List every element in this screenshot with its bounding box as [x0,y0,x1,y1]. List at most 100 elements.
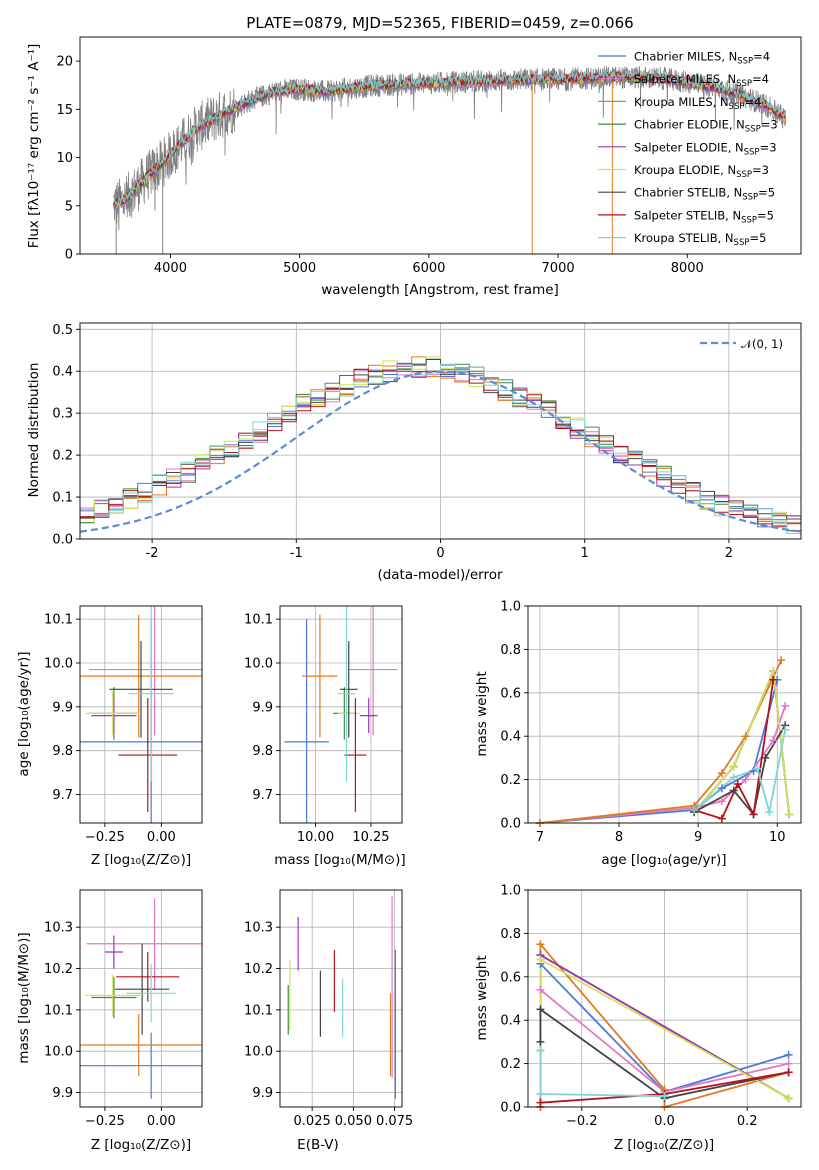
x-tick-label: 0.075 [376,1114,413,1129]
mass-weight-marker [536,940,545,949]
mass-weight-marker [729,762,738,771]
axes-frame [79,605,203,824]
y-tick-label: 9.7 [52,788,73,803]
x-tick-label: 10.25 [352,830,389,845]
mass-weight-marker [784,1050,793,1059]
errorbar-plot-area [284,606,398,823]
normal-distribution-curve [80,370,801,533]
residual-histogram-step [80,368,801,535]
x-tick-label: 6000 [412,261,445,276]
ageZ-ylabel: age [log₁₀(age/yr)] [16,651,32,776]
x-tick-label: 7 [536,830,544,845]
mass-weight-marker [769,667,778,676]
mass-weight-marker [690,805,699,814]
residual-histogram-step [80,359,801,530]
y-tick-label: 1.0 [500,600,521,615]
y-tick-label: 0.8 [500,643,521,658]
spectrum-panel: PLATE=0879, MJD=52365, FIBERID=0459, z=0… [26,14,802,298]
x-tick-label: 10.00 [297,830,334,845]
legend-entry: Kroupa MILES, NSSP=4 [634,95,761,112]
mass-weight-marker [660,1092,669,1101]
mass-weight-line [539,679,779,823]
massZ-ylabel: mass [log₁₀(M/M⊙)] [16,932,32,1063]
residual-histogram-step [80,356,801,532]
mass-weight-line [693,670,790,815]
x-tick-label: 0 [436,546,444,561]
y-tick-label: 0.0 [52,533,73,548]
legend-entry: Salpeter STELIB, NSSP=5 [634,208,774,225]
residual-histogram-panel: (data-model)/error Normed distribution -… [26,322,802,583]
y-tick-label: 0.5 [52,323,73,338]
y-tick-label: 0.4 [52,365,73,380]
y-tick-label: 10.0 [244,656,273,671]
mass-weight-marker [729,786,738,795]
axes-frame [79,889,203,1108]
y-tick-label: 10.0 [44,1045,73,1060]
y-tick-label: 0.8 [500,927,521,942]
residual-xlabel: (data-model)/error [377,567,503,583]
y-tick-label: 10.3 [44,921,73,936]
y-tick-label: 10.1 [244,613,273,628]
mass-weight-marker [536,1046,545,1055]
x-tick-label: 4000 [154,261,187,276]
wZ-ylabel: mass weight [474,955,490,1040]
ageZ-xlabel: Z [log₁₀(Z/Z⊙)] [91,852,191,868]
age-vs-metallicity-panel: Z [log₁₀(Z/Z⊙)] age [log₁₀(age/yr)] −0.2… [16,605,203,868]
legend-entry: Chabrier ELODIE, NSSP=3 [634,118,778,135]
mass-weight-marker [717,797,726,806]
x-tick-label: −0.25 [85,830,125,845]
mass-weight-marker [741,732,750,741]
x-tick-label: 9 [694,830,702,845]
errorbar-plot-area [287,896,397,1099]
x-tick-label: 2 [725,546,733,561]
legend-entry: Kroupa ELODIE, NSSP=3 [634,163,769,180]
mass-weight-marker [781,725,790,734]
y-tick-label: 0.1 [52,491,73,506]
spectrum-title: PLATE=0879, MJD=52365, FIBERID=0459, z=0… [246,14,633,32]
residual-histogram-step [80,358,801,532]
y-tick-label: 9.8 [52,744,73,759]
y-tick-label: 9.7 [252,788,273,803]
spectrum-ylabel: Flux [fλ10⁻¹⁷ erg cm⁻² s⁻¹ A⁻¹] [26,44,42,249]
mass-weight-marker [761,753,770,762]
residual-histogram-step [80,365,801,530]
mass-weight-marker [753,764,762,773]
y-tick-label: 0.0 [500,817,521,832]
wZ-xlabel: Z [log₁₀(Z/Z⊙)] [614,1137,714,1153]
y-tick-label: 10.1 [244,1003,273,1018]
y-tick-label: 9.9 [252,700,273,715]
legend-entry: Kroupa STELIB, NSSP=5 [634,231,766,248]
spectrum-plot-area [113,66,786,254]
mass-weight-marker [733,779,742,788]
mass-weight-marker [717,814,726,823]
y-tick-label: 0.2 [52,449,73,464]
x-tick-label: 8000 [671,261,704,276]
y-tick-label: 0.6 [500,970,521,985]
mass-weight-marker [769,675,778,684]
y-tick-label: 0.2 [500,773,521,788]
axes-frame [527,605,802,824]
mass-weight-marker [717,769,726,778]
y-tick-label: 10.0 [44,656,73,671]
mass-vs-metallicity-panel: Z [log₁₀(Z/Z⊙)] mass [log₁₀(M/M⊙)] −0.25… [16,889,203,1153]
residual-histogram-step [80,364,801,528]
x-tick-label: 0.050 [335,1114,372,1129]
y-tick-label: 0.3 [52,407,73,422]
histogram-plot-area [80,356,801,535]
errorbar-plot-area [80,898,202,1099]
massZ-xlabel: Z [log₁₀(Z/Z⊙)] [91,1137,191,1153]
y-tick-label: 10.0 [244,1045,273,1060]
mass-weight-marker [784,1059,793,1068]
massE-xlabel: E(B-V) [297,1137,339,1153]
wAge-xlabel: age [log₁₀(age/yr)] [601,852,726,868]
legend-entry-normal: 𝒩(0, 1) [741,337,783,351]
legend-entry: Chabrier MILES, NSSP=4 [634,50,770,67]
mass-weight-marker [536,985,545,994]
y-tick-label: 0 [65,248,73,263]
axes-frame [527,889,802,1108]
mass-weight-marker [749,810,758,819]
y-tick-label: 9.8 [252,744,273,759]
x-tick-label: −0.2 [566,1114,598,1129]
mass-weight-marker [741,775,750,784]
